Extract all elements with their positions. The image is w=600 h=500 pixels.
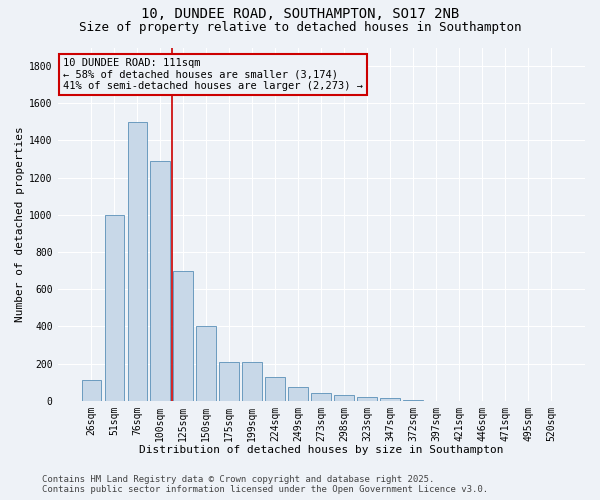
Y-axis label: Number of detached properties: Number of detached properties	[15, 126, 25, 322]
X-axis label: Distribution of detached houses by size in Southampton: Distribution of detached houses by size …	[139, 445, 503, 455]
Bar	[128, 122, 147, 400]
Bar	[334, 395, 354, 400]
Bar	[173, 270, 193, 400]
Bar	[242, 362, 262, 401]
Text: Contains HM Land Registry data © Crown copyright and database right 2025.
Contai: Contains HM Land Registry data © Crown c…	[42, 474, 488, 494]
Bar	[151, 161, 170, 400]
Bar	[311, 394, 331, 400]
Text: Size of property relative to detached houses in Southampton: Size of property relative to detached ho…	[79, 21, 521, 34]
Text: 10 DUNDEE ROAD: 111sqm
← 58% of detached houses are smaller (3,174)
41% of semi-: 10 DUNDEE ROAD: 111sqm ← 58% of detached…	[63, 58, 363, 92]
Bar	[289, 387, 308, 400]
Bar	[82, 380, 101, 400]
Bar	[196, 326, 216, 400]
Bar	[104, 215, 124, 400]
Bar	[380, 398, 400, 400]
Bar	[358, 397, 377, 400]
Text: 10, DUNDEE ROAD, SOUTHAMPTON, SO17 2NB: 10, DUNDEE ROAD, SOUTHAMPTON, SO17 2NB	[141, 8, 459, 22]
Bar	[220, 362, 239, 401]
Bar	[265, 376, 285, 400]
